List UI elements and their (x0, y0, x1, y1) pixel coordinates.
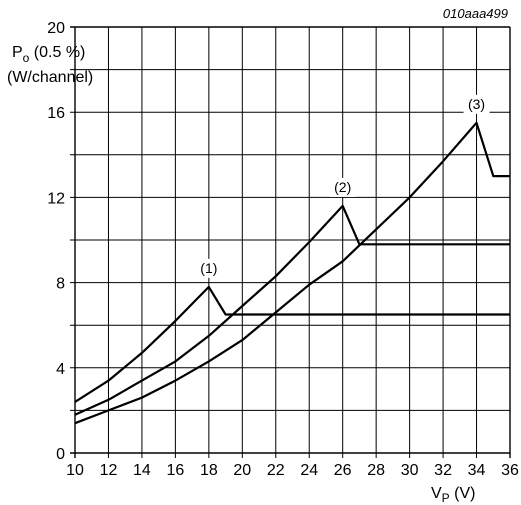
x-tick-label: 24 (300, 462, 318, 479)
series-line-2 (74, 204, 510, 416)
annotation-label-background (329, 177, 356, 197)
x-tick-label: 26 (334, 462, 352, 479)
x-tick-label: 14 (133, 462, 151, 479)
annotation-label-background (463, 94, 490, 114)
y-tick-label: 4 (56, 361, 65, 378)
y-tick-label: 20 (47, 20, 65, 37)
x-tick-label: 16 (166, 462, 184, 479)
y-axis-label-line2: (W/channel) (7, 69, 93, 86)
y-tick-label: 12 (47, 190, 65, 207)
annotation-label-2: (2) (334, 179, 351, 195)
x-axis-label-subscript: P (442, 491, 450, 505)
annotation-label-1: (1) (200, 260, 217, 276)
x-tick-label: 12 (100, 462, 118, 479)
series-line-1 (74, 285, 510, 403)
annotation-label-3: (3) (468, 96, 485, 112)
y-tick-labels: 0 4 8 12 16 20 (47, 20, 65, 463)
x-tick-labels: 10 12 14 16 18 20 22 24 26 28 30 32 34 36 (66, 462, 519, 479)
x-axis-label-rest: (V) (450, 485, 476, 502)
x-tick-label: 20 (233, 462, 251, 479)
x-axis-label-main: V (431, 485, 442, 502)
x-axis-label: VP (V) (431, 485, 475, 505)
y-tick-label: 0 (56, 446, 65, 463)
x-tick-label: 10 (66, 462, 84, 479)
y-axis-label-main: P (12, 44, 23, 61)
y-tick-label: 8 (56, 276, 65, 293)
x-tick-label: 22 (267, 462, 285, 479)
y-axis-label-subscript: o (23, 51, 30, 65)
figure-id: 010aaa499 (443, 6, 508, 21)
x-tick-label: 36 (501, 462, 519, 479)
chart-grid (70, 26, 511, 458)
data-series (74, 121, 510, 425)
x-tick-label: 28 (367, 462, 385, 479)
x-tick-label: 18 (200, 462, 218, 479)
y-tick-label: 16 (47, 105, 65, 122)
y-axis-label-rest: (0.5 %) (29, 44, 85, 61)
y-axis-label: Po (0.5 %) (12, 44, 85, 65)
x-tick-label: 30 (401, 462, 419, 479)
x-tick-label: 32 (434, 462, 452, 479)
annotation-label-background (195, 258, 222, 278)
series-line-3 (74, 121, 510, 425)
x-tick-label: 34 (468, 462, 486, 479)
curve-annotations: (1) (2) (3) (195, 94, 490, 278)
